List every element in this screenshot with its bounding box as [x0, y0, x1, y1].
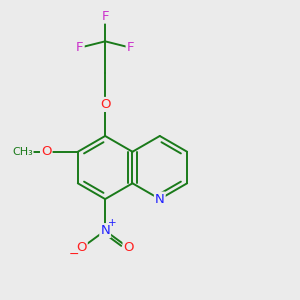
- Text: F: F: [127, 41, 134, 54]
- Text: N: N: [100, 224, 110, 237]
- Text: O: O: [100, 98, 110, 111]
- Text: O: O: [124, 242, 134, 254]
- Text: −: −: [68, 248, 79, 261]
- Text: O: O: [41, 145, 52, 158]
- Text: +: +: [108, 218, 116, 228]
- Text: N: N: [155, 193, 165, 206]
- Text: CH₃: CH₃: [12, 147, 33, 157]
- Text: O: O: [76, 242, 87, 254]
- Text: F: F: [101, 10, 109, 22]
- Text: F: F: [76, 41, 84, 54]
